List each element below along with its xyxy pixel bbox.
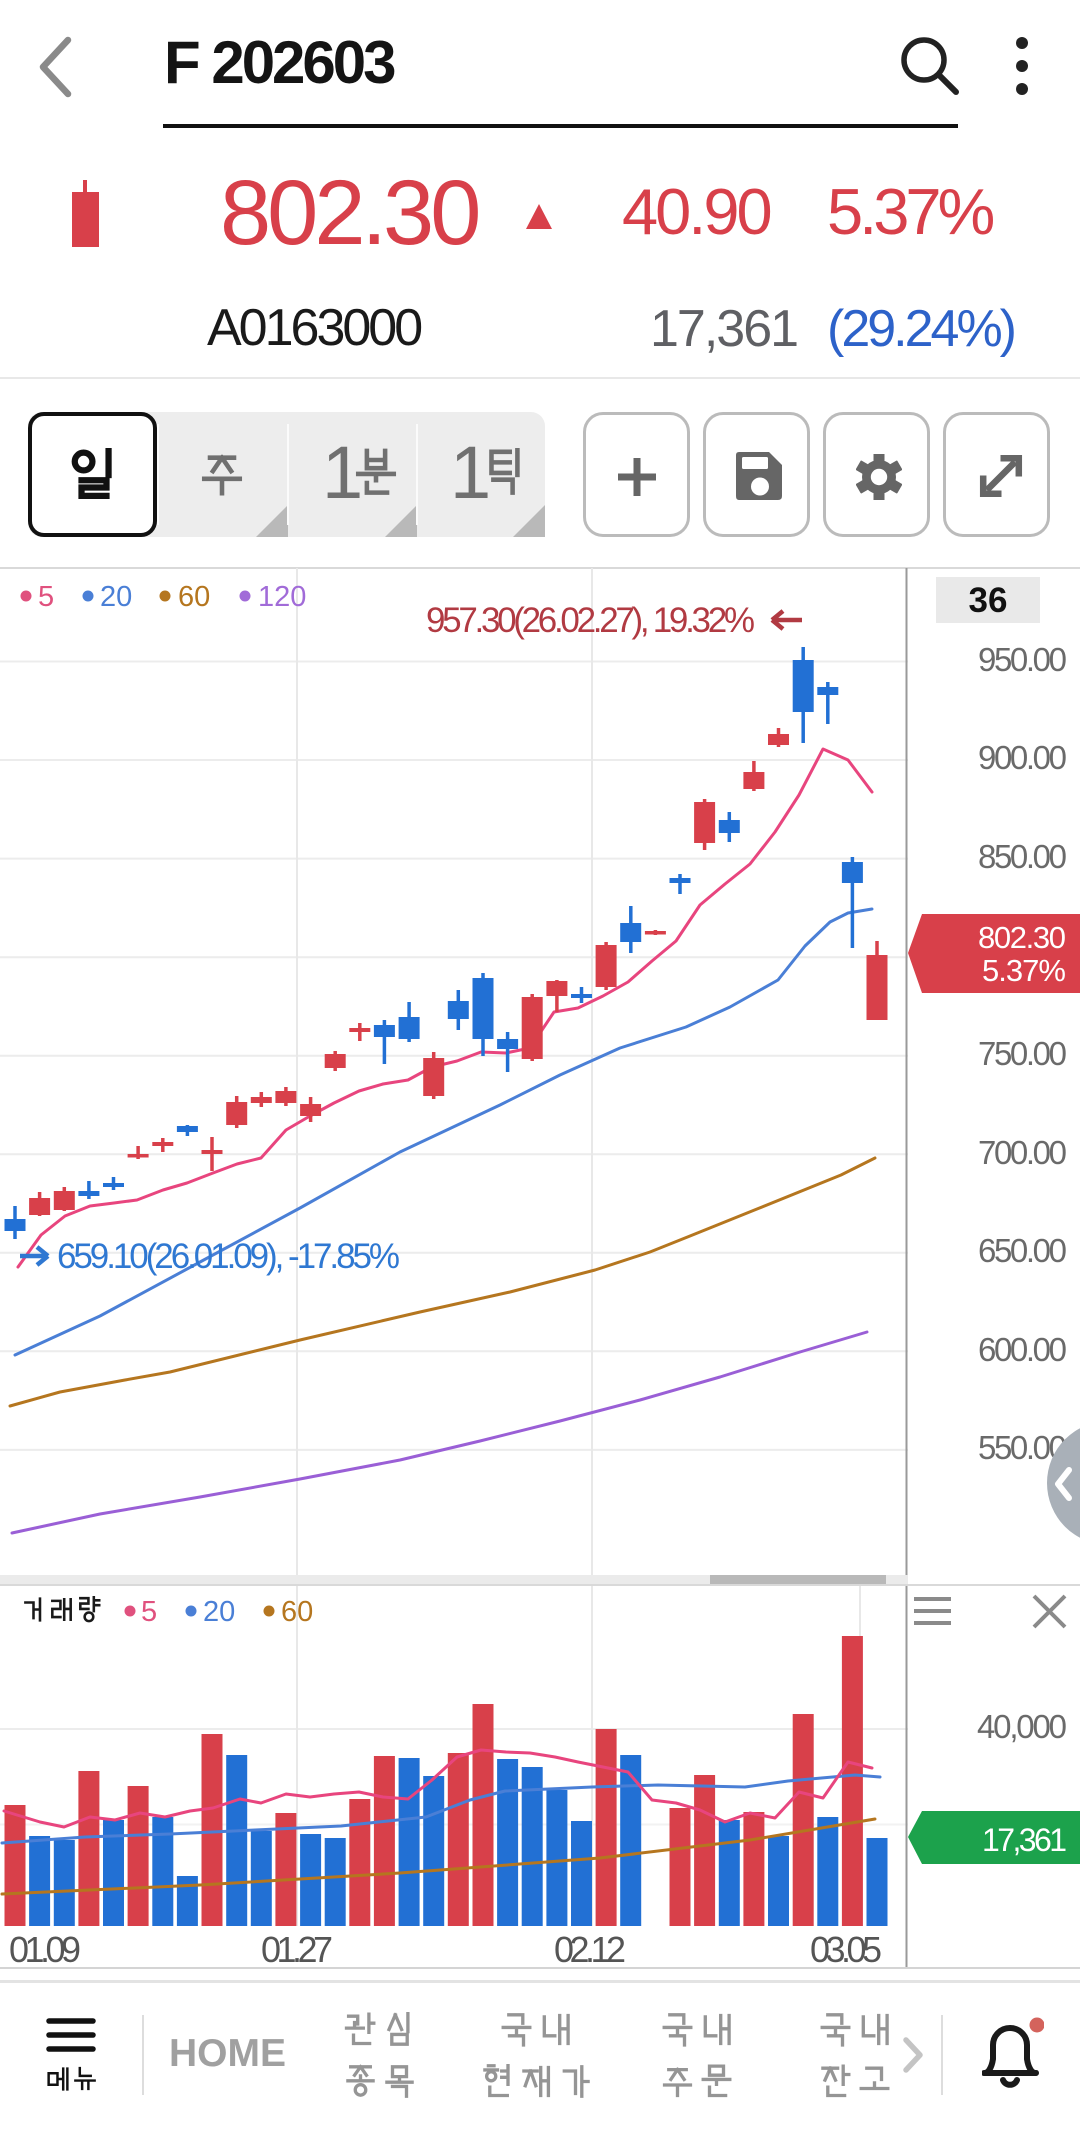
svg-text:700.00: 700.00: [978, 1134, 1067, 1171]
svg-text:20: 20: [100, 581, 132, 613]
svg-text:60: 60: [178, 581, 210, 613]
svg-text:02.12: 02.12: [554, 1929, 626, 1970]
svg-text:03.05: 03.05: [810, 1929, 882, 1970]
svg-text:36: 36: [969, 581, 1008, 620]
svg-text:120: 120: [258, 581, 306, 613]
svg-text:750.00: 750.00: [978, 1035, 1067, 1072]
svg-text:5: 5: [38, 581, 54, 613]
svg-text:900.00: 900.00: [978, 739, 1067, 776]
svg-text:01.09: 01.09: [9, 1929, 81, 1970]
svg-text:950.00: 950.00: [978, 641, 1067, 678]
svg-text:600.00: 600.00: [978, 1331, 1067, 1368]
svg-text:20: 20: [203, 1596, 235, 1628]
svg-text:60: 60: [281, 1596, 313, 1628]
svg-text:5: 5: [141, 1596, 157, 1628]
svg-text:5.37%: 5.37%: [982, 953, 1066, 988]
svg-text:850.00: 850.00: [978, 838, 1067, 875]
svg-text:01.27: 01.27: [261, 1929, 333, 1970]
svg-text:650.00: 650.00: [978, 1232, 1067, 1269]
svg-text:17,361: 17,361: [982, 1822, 1067, 1858]
svg-text:40,000: 40,000: [977, 1708, 1067, 1745]
svg-text:659.10(26.01.09), -17.85%: 659.10(26.01.09), -17.85%: [57, 1237, 400, 1276]
svg-text:957.30(26.02.27), 19.32%: 957.30(26.02.27), 19.32%: [426, 601, 755, 640]
svg-text:802.30: 802.30: [978, 920, 1066, 955]
